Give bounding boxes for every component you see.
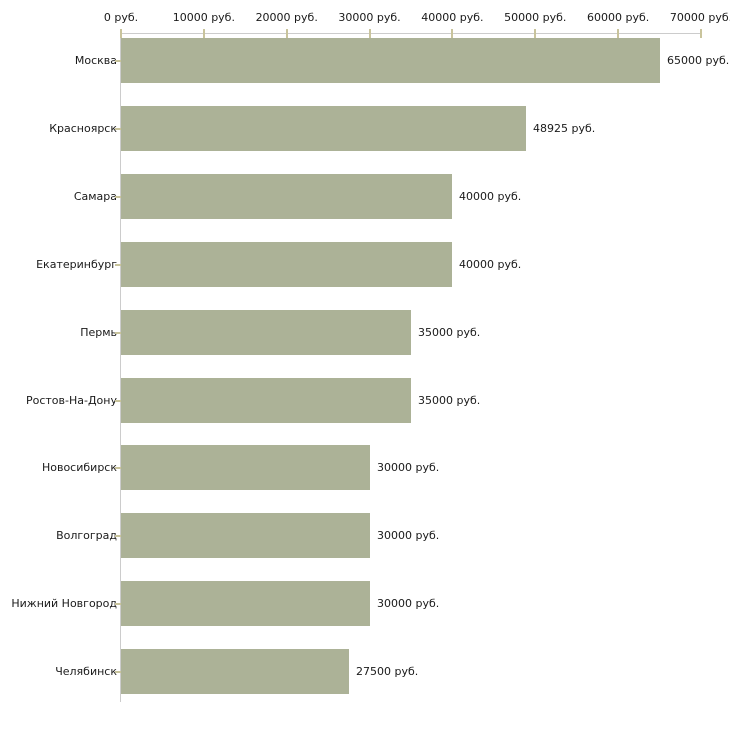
y-tick-mark: [115, 195, 121, 198]
x-tick-label: 30000 руб.: [338, 11, 401, 24]
x-tick-mark: [285, 29, 288, 38]
x-tick-label: 20000 руб.: [255, 11, 318, 24]
bar: [121, 174, 452, 219]
x-axis-line: [121, 33, 702, 34]
y-tick-mark: [115, 59, 121, 62]
bar-value-label: 40000 руб.: [459, 257, 522, 271]
bar: [121, 513, 370, 558]
category-label: Самара: [73, 189, 117, 203]
bar: [121, 242, 452, 287]
bar-value-label: 48925 руб.: [533, 121, 596, 135]
y-axis-line: [120, 33, 121, 702]
x-tick-mark: [700, 29, 702, 38]
bar-value-label: 35000 руб.: [418, 325, 481, 339]
bar: [121, 649, 349, 694]
bar: [121, 106, 526, 151]
bar: [121, 445, 370, 490]
x-tick-label: 0 руб.: [103, 11, 139, 24]
bar-value-label: 35000 руб.: [418, 393, 481, 407]
x-tick-label: 40000 руб.: [421, 11, 484, 24]
bar-value-label: 40000 руб.: [459, 189, 522, 203]
y-tick-mark: [115, 331, 121, 334]
x-tick-mark: [617, 29, 620, 38]
x-tick-mark: [120, 29, 122, 38]
y-tick-mark: [115, 670, 121, 673]
x-tick-mark: [368, 29, 371, 38]
y-tick-mark: [115, 127, 121, 130]
x-tick-label: 70000 руб.: [669, 11, 730, 24]
category-label: Челябинск: [55, 664, 117, 678]
y-tick-mark: [115, 602, 121, 605]
x-tick-label: 60000 руб.: [587, 11, 650, 24]
bar: [121, 581, 370, 626]
bar: [121, 310, 411, 355]
x-tick-label: 50000 руб.: [504, 11, 567, 24]
bar-value-label: 65000 руб.: [667, 53, 730, 67]
category-label: Ростов-На-Дону: [25, 393, 117, 407]
category-label: Нижний Новгород: [11, 596, 117, 610]
bar: [121, 38, 660, 83]
bar-value-label: 30000 руб.: [377, 596, 440, 610]
x-tick-label: 10000 руб.: [172, 11, 235, 24]
x-tick-mark: [202, 29, 205, 38]
bar-value-label: 30000 руб.: [377, 528, 440, 542]
bar: [121, 378, 411, 423]
category-label: Пермь: [80, 325, 117, 339]
category-label: Красноярск: [49, 121, 117, 135]
x-tick-mark: [451, 29, 454, 38]
y-tick-mark: [115, 399, 121, 402]
category-label: Екатеринбург: [36, 257, 117, 271]
y-tick-mark: [115, 534, 121, 537]
bar-value-label: 30000 руб.: [377, 460, 440, 474]
y-tick-mark: [115, 466, 121, 469]
category-label: Новосибирск: [41, 460, 117, 474]
x-tick-mark: [534, 29, 537, 38]
bar-value-label: 27500 руб.: [356, 664, 419, 678]
y-tick-mark: [115, 263, 121, 266]
category-label: Волгоград: [56, 528, 117, 542]
category-label: Москва: [74, 53, 117, 67]
